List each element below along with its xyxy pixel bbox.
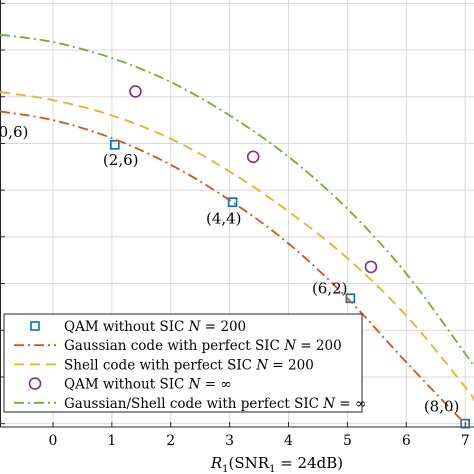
series-line-2	[0, 91, 474, 401]
x-axis-label: R1(SNR1 = 24dB)	[210, 454, 343, 474]
series-3-point	[364, 260, 378, 274]
legend-label: QAM without SIC N = ∞	[64, 377, 232, 393]
point-annotation: (4,4)	[206, 210, 242, 228]
point-annotation: (6,2)	[312, 280, 348, 298]
axes: 0 1 2 3 4 5 6 7	[0, 0, 474, 449]
legend-label: Gaussian code with perfect SIC N = 200	[64, 338, 342, 354]
x-tick-label: 4	[284, 433, 293, 449]
legend-box	[3, 313, 363, 413]
legend-label: QAM without SIC N = 200	[64, 319, 246, 335]
series-0-point	[227, 197, 238, 207]
legend-label: Gaussian/Shell code with perfect SIC N =…	[64, 396, 366, 412]
x-tick-label: 0	[49, 433, 58, 449]
legend-label: Shell code with perfect SIC N = 200	[64, 357, 314, 373]
series-layer	[0, 33, 474, 429]
series-line-1	[0, 110, 469, 428]
x-tick-label: 7	[461, 433, 470, 449]
x-tick-label: 1	[107, 433, 116, 449]
x-tick-label: 6	[402, 433, 411, 449]
point-annotation: (8,0)	[424, 398, 460, 416]
series-0-point	[460, 418, 470, 429]
series-3-point	[129, 85, 142, 98]
point-annotation: (0,6)	[0, 123, 28, 141]
annotations: (0,6) (2,6) (4,4) (6,2) (8,0)	[0, 123, 459, 416]
x-tick-label: 2	[166, 433, 175, 449]
legend: QAM without SIC N = 200 Gaussian code wit…	[3, 313, 366, 413]
x-tick-label: 5	[343, 433, 352, 449]
legend-swatch	[28, 377, 42, 390]
series-3-point	[246, 150, 260, 164]
point-annotation: (2,6)	[103, 151, 139, 169]
series-0-point	[110, 139, 120, 150]
axis-labels: R1(SNR1 = 24dB)	[210, 454, 343, 474]
legend-swatch	[30, 321, 40, 331]
x-tick-label: 3	[225, 433, 234, 449]
